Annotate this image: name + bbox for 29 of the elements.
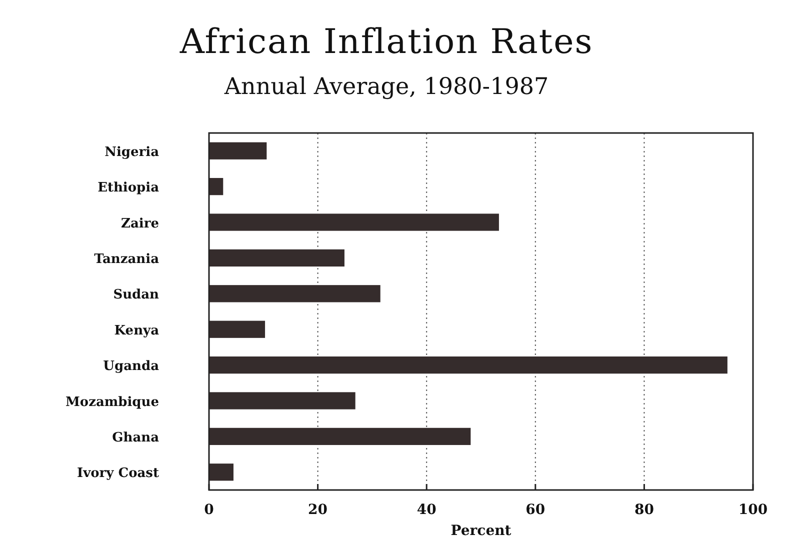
y-tick-label: Ivory Coast [77, 466, 159, 482]
bar [209, 214, 499, 231]
y-tick-label: Ghana [112, 430, 160, 446]
y-tick-label: Kenya [114, 323, 160, 338]
y-tick-label: Uganda [103, 359, 160, 374]
x-axis-title: Percent [450, 523, 512, 539]
bar [209, 178, 224, 196]
x-tick-label: 0 [204, 502, 214, 518]
bar [209, 392, 356, 410]
y-tick-label: Ethiopia [98, 180, 160, 196]
y-tick-label: Mozambique [66, 394, 159, 410]
x-tick-label: 60 [526, 502, 546, 518]
y-tick-label: Zaire [121, 216, 159, 232]
bar [209, 142, 267, 160]
bar [209, 249, 344, 267]
bar [209, 428, 471, 446]
x-tick-label: 100 [738, 502, 768, 518]
y-tick-label: Tanzania [94, 252, 160, 267]
bar [209, 320, 266, 338]
bar [209, 464, 234, 481]
chart-subtitle: Annual Average, 1980-1987 [223, 74, 549, 100]
bar [209, 285, 380, 302]
chart-title: African Inflation Rates [178, 22, 594, 62]
y-tick-label: Nigeria [104, 144, 160, 160]
x-tick-label: 80 [634, 502, 654, 518]
x-tick-label: 40 [416, 502, 437, 518]
x-tick-label: 20 [308, 502, 328, 518]
y-tick-label: Sudan [113, 288, 160, 303]
bar [209, 356, 728, 374]
